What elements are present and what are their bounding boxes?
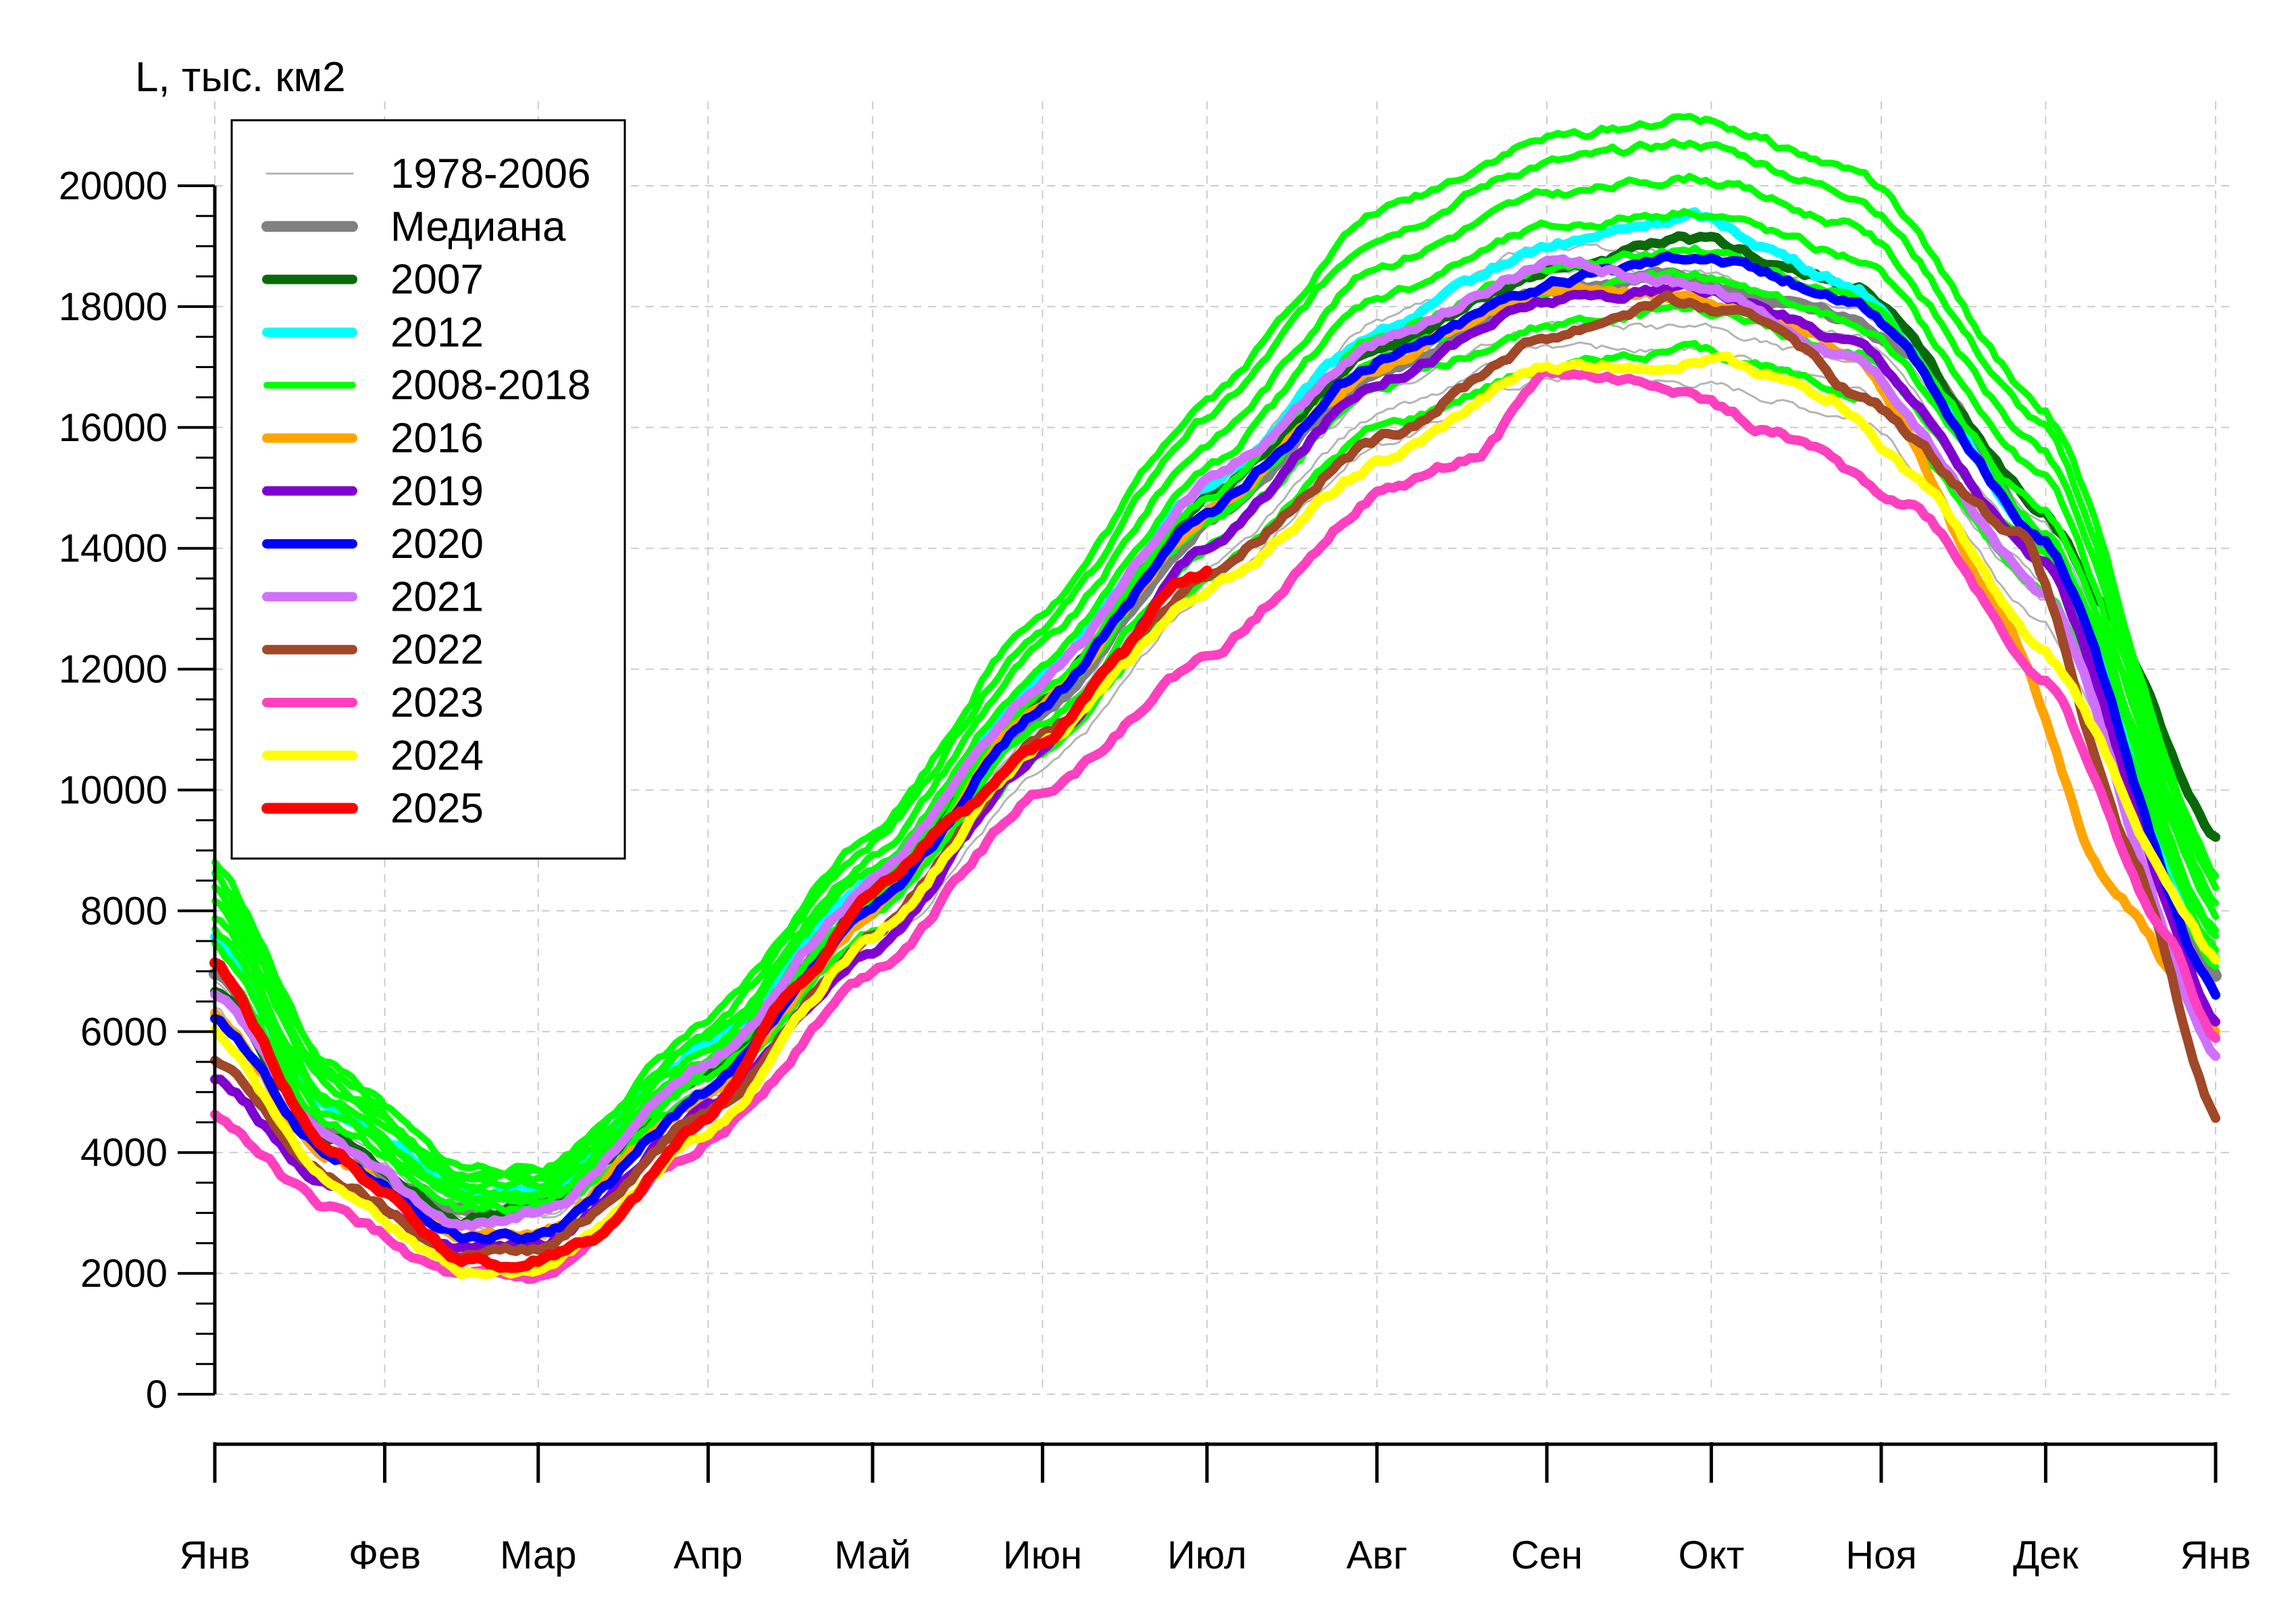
x-tick-label: Окт [1679, 1533, 1745, 1577]
axes: L, тыс. км2 0 2000 4000 6000 8000 10000 12000 1… [59, 54, 2251, 1577]
legend-label: 2012 [390, 309, 484, 356]
series-line-2022 [210, 290, 2220, 1262]
x-tick-label: Мар [500, 1533, 576, 1577]
series-lines [209, 113, 2222, 1284]
legend-label: 2022 [390, 627, 484, 673]
series-line-2008-2018-7 [211, 113, 2219, 1178]
y-tick-label: 6000 [80, 1010, 168, 1054]
legend-label: 2019 [390, 468, 484, 515]
series-line-2008-2018-3 [211, 244, 2219, 1202]
legend-label: 1978-2006 [390, 151, 591, 197]
legend-label: 2016 [390, 415, 484, 462]
y-tick-label: 18000 [59, 285, 168, 329]
legend-label: 2008-2018 [390, 362, 591, 409]
legend-label: 2007 [390, 257, 484, 303]
legend-label: 2023 [390, 680, 484, 726]
y-tick-label: 0 [146, 1373, 168, 1417]
legend-label: 2020 [390, 521, 484, 567]
legend-label: 2025 [390, 786, 484, 832]
legend-label: 2021 [390, 573, 484, 620]
y-tick-label: 20000 [59, 164, 168, 208]
x-tick-label: Янв [2180, 1533, 2251, 1577]
x-tick-label: Авг [1346, 1533, 1408, 1577]
series-line-2021 [210, 254, 2220, 1231]
y-tick-label: 2000 [80, 1252, 168, 1296]
series-line-2020 [210, 251, 2220, 1245]
legend: 1978-2006 Медиана 2007 2012 2008-2018 2016 201… [230, 119, 626, 860]
x-tick-label: Янв [180, 1533, 251, 1577]
x-tick-label: Фев [349, 1533, 421, 1577]
y-tick-label: 10000 [59, 769, 168, 813]
x-tick-label: Май [834, 1533, 911, 1577]
x-tick-label: Июн [1003, 1533, 1082, 1577]
y-tick-label: 14000 [59, 527, 168, 571]
y-tick-label: 8000 [80, 889, 168, 933]
x-tick-label: Июл [1167, 1533, 1247, 1577]
legend-label: 2024 [390, 732, 484, 779]
x-tick-label: Апр [673, 1533, 742, 1577]
y-tick-label: 4000 [80, 1131, 168, 1175]
y-tick-label: 12000 [59, 648, 168, 692]
series-line-2008-2018-5 [211, 172, 2219, 1184]
series-line-2008-2018-4 [211, 207, 2219, 1192]
y-axis-title: L, тыс. км2 [135, 54, 346, 101]
y-tick-label: 16000 [59, 406, 168, 450]
series-line-2025 [209, 565, 1213, 1273]
x-tick-label: Ноя [1845, 1533, 1917, 1577]
series-line-2023 [210, 367, 2220, 1284]
x-tick-label: Сен [1511, 1533, 1583, 1577]
series-line-2024 [210, 351, 2220, 1280]
x-tick-label: Дек [2013, 1533, 2079, 1577]
legend-label: Медиана [390, 203, 566, 250]
